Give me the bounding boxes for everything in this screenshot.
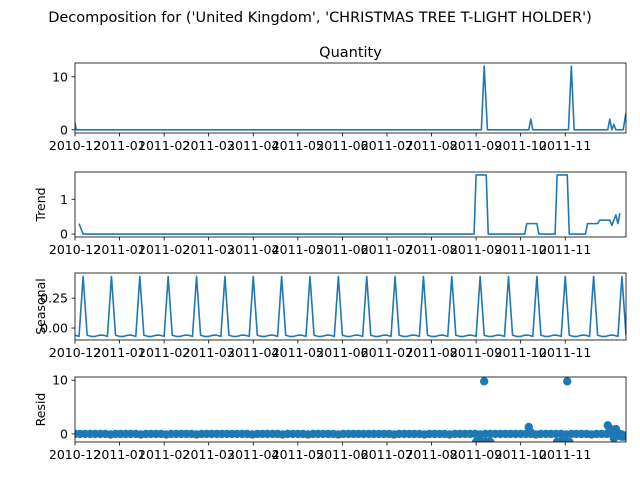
ytick-label-trend: 1 <box>60 192 68 207</box>
xtick-label-trend: 2011-03 <box>183 242 235 257</box>
plot-area-resid <box>75 377 626 442</box>
xtick-label-quantity: 2011-05 <box>272 138 324 153</box>
resid-point <box>621 431 626 440</box>
panel-quantity: 0102010-122011-012011-022011-032011-0420… <box>49 45 627 153</box>
resid-point <box>563 377 572 386</box>
ytick-label-seasonal: 0.25 <box>40 291 68 306</box>
xtick-label-quantity: 2011-10 <box>495 138 547 153</box>
xtick-label-resid: 2011-11 <box>539 447 591 462</box>
ylabel-trend: Trend <box>33 187 48 222</box>
xtick-label-quantity: 2010-12 <box>49 138 101 153</box>
panel-resid: 0102010-122011-012011-022011-032011-0420… <box>33 373 627 462</box>
ylabel-resid: Resid <box>33 393 48 427</box>
xtick-label-quantity: 2011-03 <box>183 138 235 153</box>
xtick-label-trend: 2011-01 <box>93 242 145 257</box>
series-line-trend <box>78 174 621 235</box>
xtick-label-trend: 2011-06 <box>316 242 368 257</box>
xtick-label-quantity: 2011-07 <box>361 138 413 153</box>
xtick-label-quantity: 2011-06 <box>316 138 368 153</box>
xtick-label-resid: 2011-03 <box>183 447 235 462</box>
panel-seasonal: 0.000.252010-122011-012011-022011-032011… <box>33 272 627 360</box>
ytick-label-resid: 0 <box>60 426 68 441</box>
ytick-label-trend: 0 <box>60 227 68 242</box>
plot-area-trend <box>78 174 621 235</box>
axes-frame-trend <box>74 171 627 238</box>
xtick-label-seasonal: 2010-12 <box>49 345 101 360</box>
xtick-label-seasonal: 2011-09 <box>450 345 502 360</box>
xtick-label-seasonal: 2011-08 <box>405 345 457 360</box>
xtick-label-trend: 2011-05 <box>272 242 324 257</box>
xtick-label-quantity: 2011-02 <box>138 138 190 153</box>
xtick-label-resid: 2011-06 <box>316 447 368 462</box>
plot-area-seasonal <box>75 275 626 338</box>
panels-group: 0102010-122011-012011-022011-032011-0420… <box>33 45 627 462</box>
xtick-label-seasonal: 2011-03 <box>183 345 235 360</box>
xtick-label-resid: 2011-08 <box>405 447 457 462</box>
xtick-label-seasonal: 2011-06 <box>316 345 368 360</box>
xtick-label-seasonal: 2011-10 <box>495 345 547 360</box>
xtick-label-quantity: 2011-11 <box>539 138 591 153</box>
xtick-label-trend: 2011-04 <box>227 242 279 257</box>
xtick-label-resid: 2011-10 <box>495 447 547 462</box>
ytick-label-seasonal: 0.00 <box>40 321 68 336</box>
xtick-label-resid: 2011-05 <box>272 447 324 462</box>
xtick-label-trend: 2011-02 <box>138 242 190 257</box>
xtick-label-resid: 2011-04 <box>227 447 279 462</box>
resid-point <box>565 437 574 442</box>
resid-point <box>486 437 495 442</box>
xtick-label-trend: 2011-11 <box>539 242 591 257</box>
resid-point <box>526 428 535 437</box>
xtick-label-resid: 2011-01 <box>93 447 145 462</box>
xtick-label-quantity: 2011-09 <box>450 138 502 153</box>
ytick-label-quantity: 0 <box>60 122 68 137</box>
xtick-label-resid: 2011-07 <box>361 447 413 462</box>
xtick-label-seasonal: 2011-11 <box>539 345 591 360</box>
figure-title: Decomposition for ('United Kingdom', 'CH… <box>48 10 592 26</box>
panel-title-quantity: Quantity <box>319 45 382 61</box>
xtick-label-trend: 2011-07 <box>361 242 413 257</box>
xtick-label-seasonal: 2011-01 <box>93 345 145 360</box>
xtick-label-resid: 2011-09 <box>450 447 502 462</box>
ytick-label-quantity: 10 <box>52 69 68 84</box>
axes-frame-seasonal <box>74 272 627 341</box>
xtick-label-quantity: 2011-04 <box>227 138 279 153</box>
series-line-seasonal <box>75 275 626 338</box>
series-line-quantity <box>75 65 626 131</box>
xtick-label-seasonal: 2011-05 <box>272 345 324 360</box>
xtick-label-trend: 2011-09 <box>450 242 502 257</box>
ylabel-seasonal: Seasonal <box>33 278 48 335</box>
xtick-label-seasonal: 2011-07 <box>361 345 413 360</box>
axes-frame-quantity <box>74 62 627 134</box>
xtick-label-resid: 2010-12 <box>49 447 101 462</box>
xtick-label-trend: 2010-12 <box>49 242 101 257</box>
xtick-label-seasonal: 2011-02 <box>138 345 190 360</box>
axes-frame-resid <box>74 376 627 443</box>
xtick-label-seasonal: 2011-04 <box>227 345 279 360</box>
xtick-label-trend: 2011-08 <box>405 242 457 257</box>
resid-point <box>479 377 489 386</box>
xtick-label-trend: 2011-10 <box>495 242 547 257</box>
panel-trend: 012010-122011-012011-022011-032011-04201… <box>33 171 627 257</box>
xtick-label-quantity: 2011-01 <box>93 138 145 153</box>
xtick-label-quantity: 2011-08 <box>405 138 457 153</box>
xtick-label-resid: 2011-02 <box>138 447 190 462</box>
ytick-label-resid: 10 <box>52 373 68 388</box>
plot-area-quantity <box>75 65 626 131</box>
